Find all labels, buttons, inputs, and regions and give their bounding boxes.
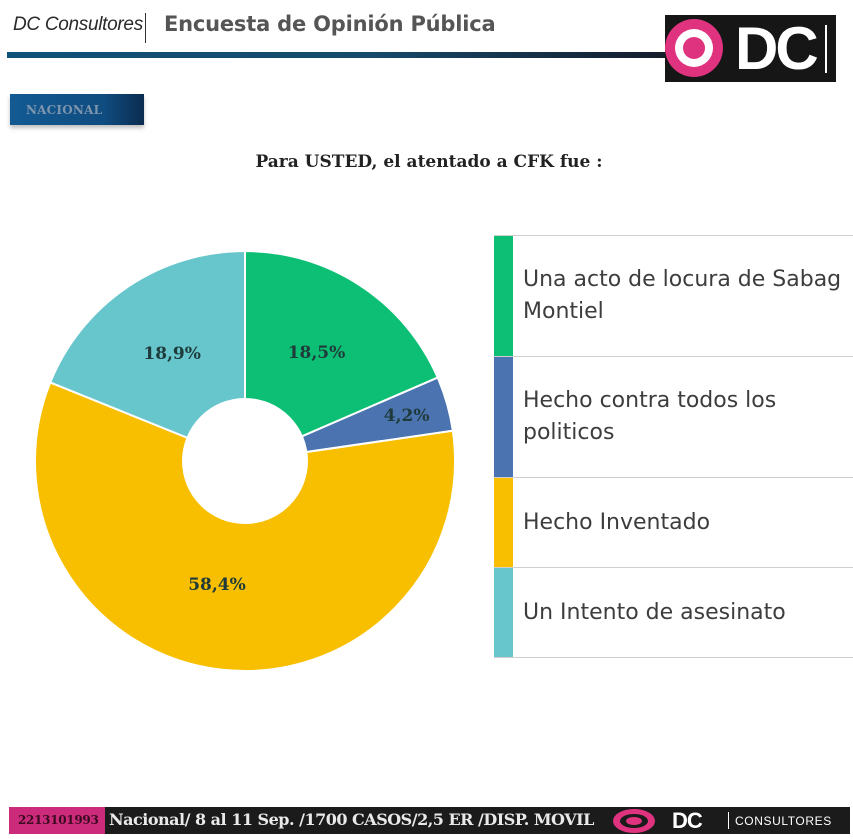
legend-item: Un Intento de asesinato xyxy=(494,567,853,658)
donut-slice xyxy=(244,249,440,463)
footer-brand-consultores: CONSULTORES xyxy=(735,814,832,828)
donut-chart: 18,5% 4,2% 58,4% 18,9% xyxy=(34,249,456,672)
footer-phone-number: 2213101993 xyxy=(18,813,99,827)
survey-title: Encuesta de Opinión Pública xyxy=(164,12,496,36)
legend-item: Hecho contra todos los politicos xyxy=(494,356,853,477)
legend-label: Hecho contra todos los politicos xyxy=(523,388,777,445)
legend-label: Hecho Inventado xyxy=(523,509,711,535)
footer-phone: 2213101993 xyxy=(9,807,105,834)
donut-slice xyxy=(48,249,246,463)
slice-data-label: 4,2% xyxy=(384,406,430,426)
header-rule xyxy=(7,52,667,58)
logo-text: DC xyxy=(735,15,819,82)
donut-hole xyxy=(182,398,308,524)
legend-swatch xyxy=(494,568,513,657)
brand-name: DC Consultores xyxy=(13,14,143,35)
scope-badge: NACIONAL xyxy=(10,94,144,125)
target-ring-icon xyxy=(613,809,655,833)
logo-bar xyxy=(825,25,827,73)
legend-label: Una acto de locura de Sabag Montiel xyxy=(523,267,842,324)
scope-badge-label: NACIONAL xyxy=(26,103,103,117)
donut-slice xyxy=(34,381,456,672)
chart-legend: Una acto de locura de Sabag Montiel Hech… xyxy=(494,235,853,658)
footer-survey-info: Nacional/ 8 al 11 Sep. /1700 CASOS/2,5 E… xyxy=(109,810,594,829)
chart-title: Para USTED, el atentado a CFK fue : xyxy=(255,152,603,172)
legend-swatch xyxy=(494,236,513,356)
legend-label: Un Intento de asesinato xyxy=(523,599,786,625)
legend-swatch xyxy=(494,478,513,567)
target-ring-icon xyxy=(665,19,723,77)
footer-brand-dc: DC xyxy=(672,808,703,833)
dc-logo: DC xyxy=(665,15,836,82)
footer-separator xyxy=(728,812,729,829)
slice-data-label: 18,9% xyxy=(143,344,201,364)
legend-item: Hecho Inventado xyxy=(494,477,853,567)
legend-item: Una acto de locura de Sabag Montiel xyxy=(494,235,853,356)
footer-bar: 2213101993 Nacional/ 8 al 11 Sep. /1700 … xyxy=(9,807,850,834)
legend-swatch xyxy=(494,357,513,477)
header-separator xyxy=(145,13,146,43)
slice-data-label: 58,4% xyxy=(188,575,246,595)
slice-data-label: 18,5% xyxy=(288,343,346,363)
